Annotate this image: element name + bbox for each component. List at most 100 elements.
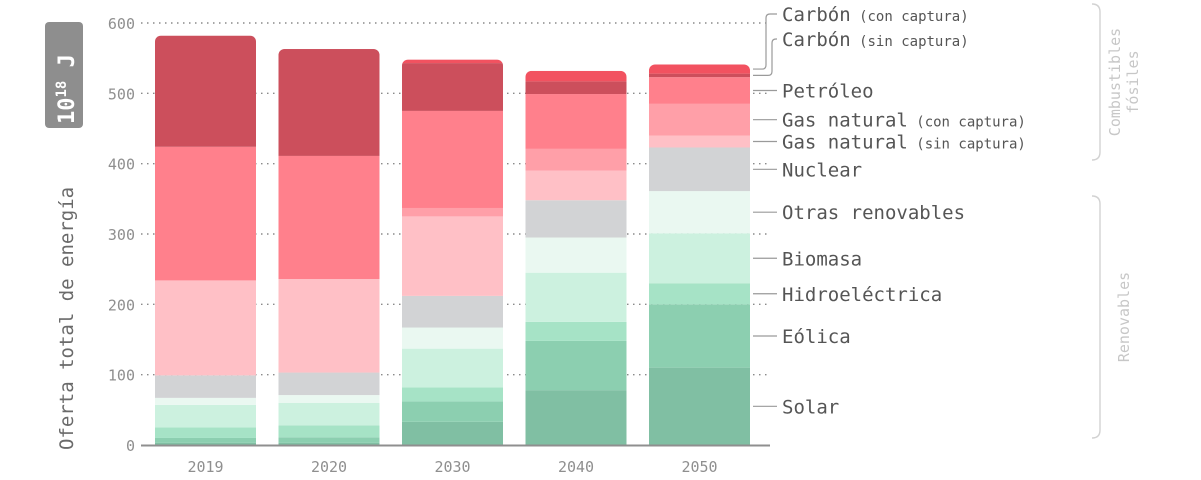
unit-badge-background (45, 22, 83, 128)
bar-segment (155, 280, 256, 376)
legend-label: Nuclear (782, 159, 862, 181)
legend-label-suffix: (con captura) (908, 115, 1026, 131)
x-tick-label: 2019 (187, 458, 223, 476)
legend-label-name: Biomasa (782, 248, 862, 270)
bar-segment (649, 135, 750, 148)
bar-segment (278, 402, 380, 426)
bar-segment (402, 216, 503, 296)
unit-badge-label: 1018 J (54, 54, 80, 124)
y-tick-label: 400 (108, 156, 135, 174)
bar-segment (525, 70, 627, 82)
bar-segment (402, 421, 503, 445)
legend-label-name: Solar (782, 396, 839, 418)
bar-segment (649, 367, 750, 445)
bar-segment (402, 59, 503, 64)
legend-label-name: Petróleo (782, 81, 874, 103)
bar-segment (278, 395, 380, 403)
legend-label: Solar (782, 396, 839, 418)
bar-segment (402, 207, 503, 217)
bar-segment (278, 279, 380, 373)
group-label: Combustibles (1106, 28, 1124, 136)
bar-segment (402, 348, 503, 388)
bar-segment (525, 237, 627, 273)
bar-segment (155, 397, 256, 405)
y-tick-label: 600 (108, 15, 135, 33)
bar-segment (649, 103, 750, 136)
legend-label-name: Nuclear (782, 159, 862, 181)
legend-leader (753, 38, 777, 76)
bar-segment (649, 233, 750, 284)
bar-segment (525, 390, 627, 445)
bar-segment (649, 304, 750, 368)
bar-segment (155, 35, 256, 147)
unit-badge-base: 10 (55, 98, 80, 125)
y-tick-label: 100 (108, 367, 135, 385)
bar-segment (278, 437, 380, 443)
legend-label-name: Hidroeléctrica (782, 284, 942, 306)
bar-segment (155, 442, 256, 445)
bar-segment (402, 110, 503, 208)
legend-label: Carbón (con captura) (782, 4, 969, 26)
bar-segment (649, 283, 750, 305)
bar-stack (278, 49, 380, 445)
bar-stack (525, 70, 627, 445)
bar-segment (155, 427, 256, 438)
y-tick-label: 500 (108, 85, 135, 103)
x-tick-label: 2020 (311, 458, 347, 476)
bars (155, 35, 750, 445)
bar-segment (278, 425, 380, 438)
y-tick-label: 300 (108, 226, 135, 244)
x-tick-label: 2030 (434, 458, 470, 476)
bar-segment (402, 401, 503, 422)
axes: 0 100 200 300 400 500 600 2019 2020 2030 2040 2050 (108, 15, 770, 476)
legend-label: Carbón (sin captura) (782, 29, 969, 51)
bar-segment (649, 73, 750, 78)
legend-label-name: Eólica (782, 326, 851, 348)
bar-segment (278, 442, 380, 445)
bar-segment (649, 64, 750, 74)
bar-segment (525, 340, 627, 391)
bar-segment (155, 146, 256, 281)
y-tick-label: 0 (126, 437, 135, 455)
bar-segment (155, 437, 256, 443)
legend-label-name: Gas natural (782, 110, 908, 132)
legend-label: Gas natural (sin captura) (782, 132, 1026, 154)
x-tick-label: 2040 (558, 458, 594, 476)
bar-segment (525, 81, 627, 95)
legend-label: Otras renovables (782, 202, 965, 224)
bar-segment (402, 387, 503, 402)
y-axis-label: Oferta total de energía (56, 187, 78, 450)
bar-segment (278, 372, 380, 396)
legend-label: Eólica (782, 326, 851, 348)
bar-segment (155, 404, 256, 428)
legend-label: Gas natural (con captura) (782, 110, 1026, 132)
unit-badge: 1018 J (45, 22, 83, 128)
bar-segment (649, 191, 750, 234)
legend-label-suffix: (sin captura) (851, 34, 969, 50)
bar-segment (649, 77, 750, 104)
unit-badge-exponent: 18 (54, 81, 70, 98)
legend-label: Petróleo (782, 81, 874, 103)
legend-label-name: Gas natural (782, 132, 908, 154)
legend: Solar Eólica Hidroeléctrica Biomasa Otras re… (753, 3, 1142, 439)
legend-label-suffix: (con captura) (851, 9, 969, 25)
group-bracket (1091, 195, 1101, 439)
y-tick-label: 200 (108, 296, 135, 314)
bar-stack (402, 59, 503, 445)
bar-stack (155, 35, 256, 445)
legend-label-name: Carbón (782, 4, 851, 26)
legend-label-suffix: (sin captura) (908, 137, 1026, 153)
bar-segment (402, 295, 503, 328)
group-label: Renovables (1115, 272, 1133, 362)
bar-segment (155, 375, 256, 398)
legend-label: Biomasa (782, 248, 862, 270)
legend-label: Hidroeléctrica (782, 284, 942, 306)
bar-segment (525, 272, 627, 322)
bar-segment (525, 200, 627, 238)
bar-segment (525, 148, 627, 171)
bar-segment (402, 63, 503, 111)
bar-segment (278, 155, 380, 280)
group-label: fósiles (1124, 50, 1142, 113)
bar-segment (525, 170, 627, 201)
